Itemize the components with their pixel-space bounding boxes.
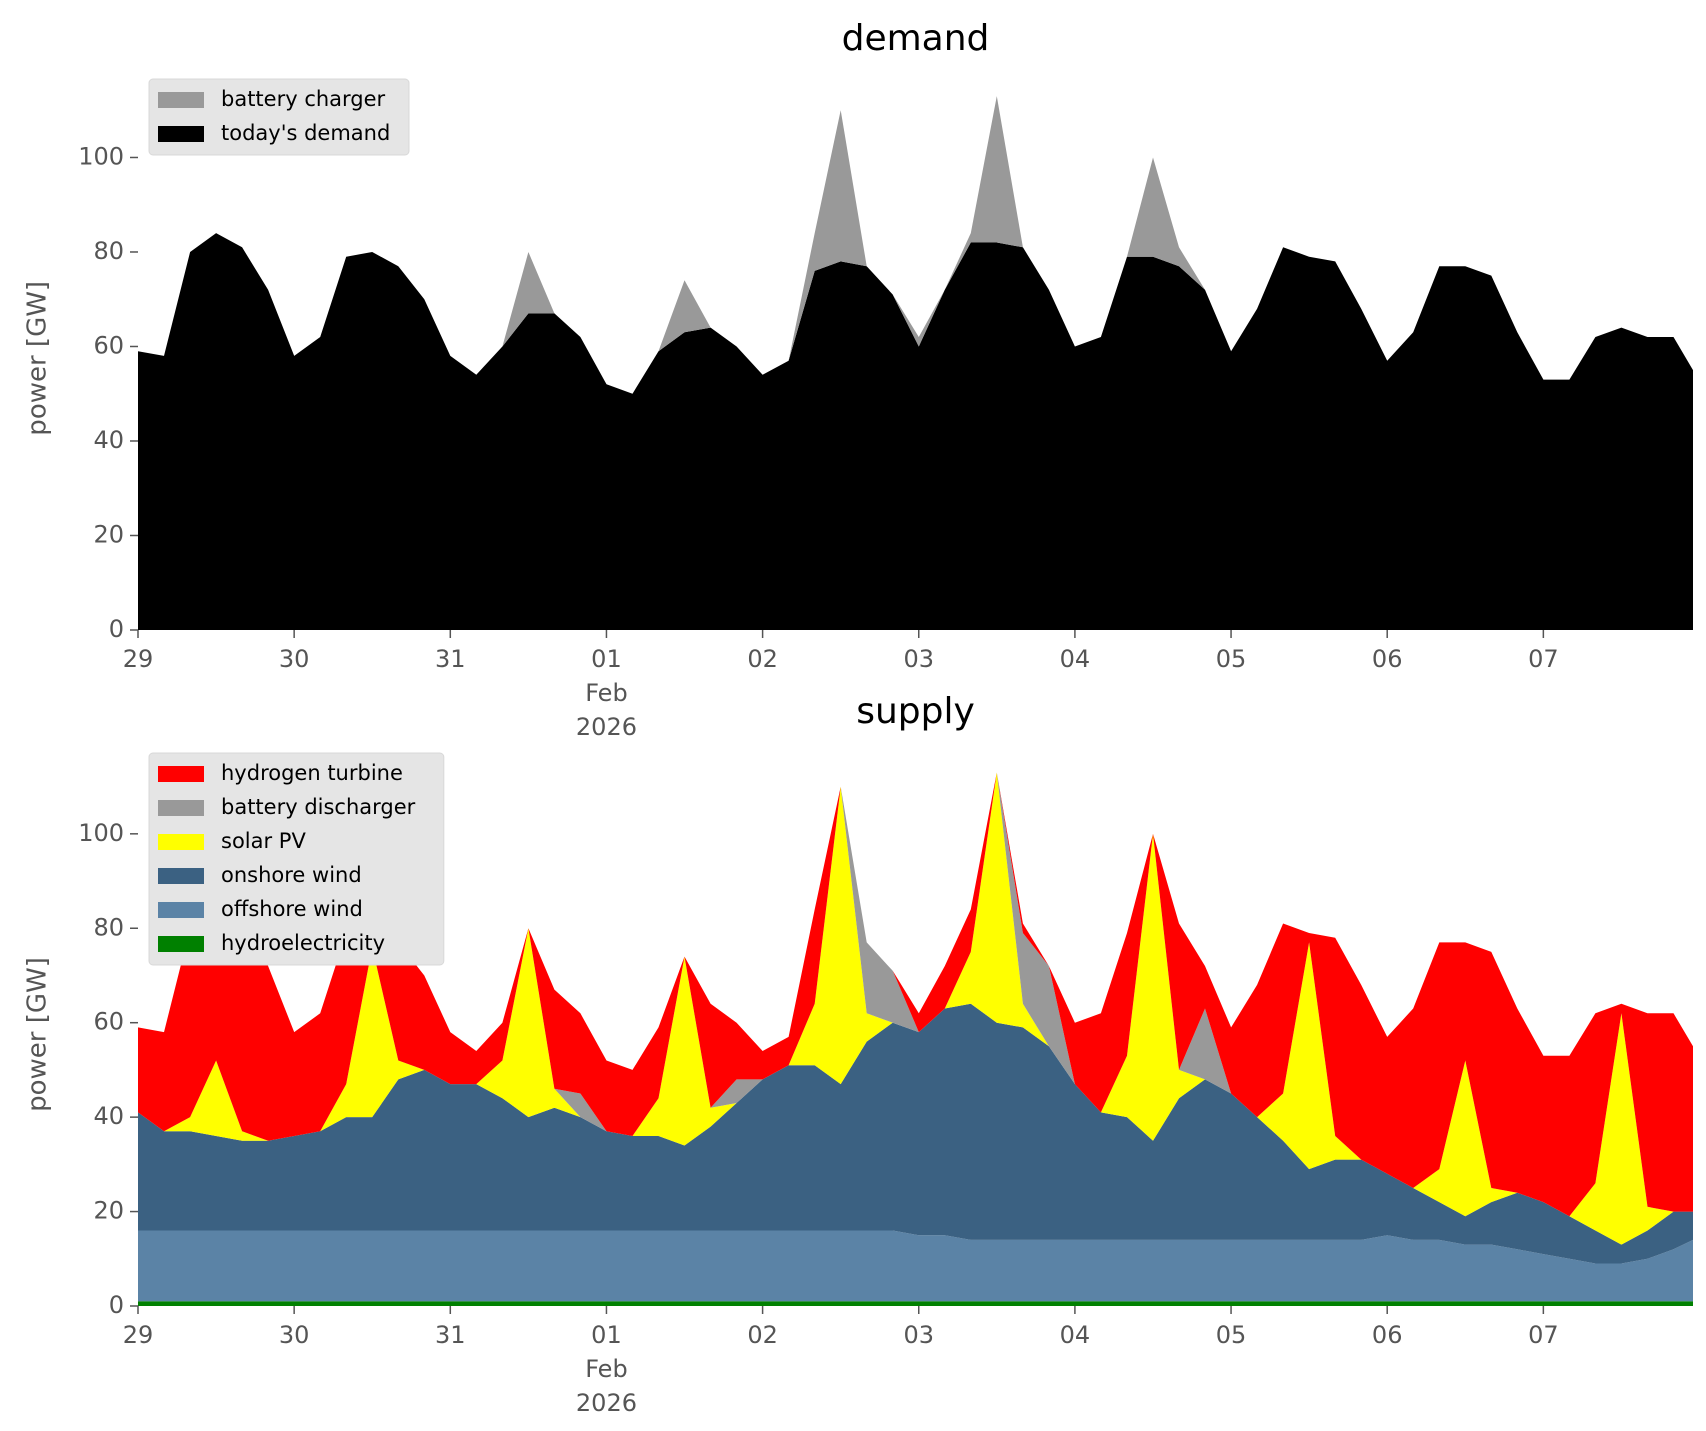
legend-swatch xyxy=(158,800,204,816)
x-tick-label: 30 xyxy=(279,1321,310,1349)
area xyxy=(138,1003,1693,1264)
y-tick-label: 0 xyxy=(109,615,124,643)
area xyxy=(138,772,1693,1245)
y-axis-label: power [GW] xyxy=(23,281,53,436)
x-tick-label: 07 xyxy=(1528,1321,1559,1349)
legend-label: offshore wind xyxy=(221,897,363,921)
legend-box xyxy=(148,752,445,966)
x-tick-label: 06 xyxy=(1372,1321,1403,1349)
x-tick-label: 03 xyxy=(903,1321,934,1349)
legend-box xyxy=(148,78,410,156)
chart-title: supply xyxy=(856,691,975,732)
legend-label: hydroelectricity xyxy=(221,931,385,955)
y-tick-label: 0 xyxy=(109,1291,124,1319)
y-tick-label: 40 xyxy=(93,1102,124,1130)
x-tick-label: 05 xyxy=(1216,1321,1247,1349)
x-tick-label: 03 xyxy=(903,645,934,673)
legend-label: battery discharger xyxy=(221,795,416,819)
area xyxy=(138,1230,1693,1302)
legend-swatch xyxy=(158,868,204,884)
y-tick-label: 20 xyxy=(93,1197,124,1225)
legend-swatch xyxy=(158,92,204,108)
y-tick-label: 100 xyxy=(78,142,124,170)
x-tick-label: 31 xyxy=(435,645,466,673)
x-tick-label: 02 xyxy=(747,1321,778,1349)
x-tick-label: 05 xyxy=(1216,645,1247,673)
x-tick-label: 01 Feb 2026 xyxy=(576,645,637,741)
y-tick-label: 100 xyxy=(78,819,124,847)
legend-swatch xyxy=(158,834,204,850)
legend: battery charger today's demand xyxy=(148,78,410,156)
y-tick-label: 20 xyxy=(93,520,124,548)
y-tick-label: 80 xyxy=(93,237,124,265)
x-tick-label: 01 Feb 2026 xyxy=(576,1321,637,1417)
chart-title: demand xyxy=(842,18,990,59)
legend-swatch xyxy=(158,126,204,142)
x-tick-label: 29 xyxy=(123,1321,154,1349)
x-tick-label: 29 xyxy=(123,645,154,673)
y-axis-label: power [GW] xyxy=(23,957,53,1112)
x-tick-label: 06 xyxy=(1372,645,1403,673)
area xyxy=(138,1301,1693,1306)
x-tick-label: 07 xyxy=(1528,645,1559,673)
legend-label: solar PV xyxy=(221,829,306,853)
legend-label: onshore wind xyxy=(221,863,362,887)
area xyxy=(138,96,1693,394)
legend-swatch xyxy=(158,766,204,782)
legend-label: hydrogen turbine xyxy=(221,761,403,785)
area xyxy=(138,772,1693,1217)
x-tick-label: 02 xyxy=(747,645,778,673)
legend-swatch xyxy=(158,936,204,952)
area xyxy=(138,233,1693,630)
legend-swatch xyxy=(158,902,204,918)
x-tick-label: 04 xyxy=(1060,1321,1091,1349)
y-tick-label: 80 xyxy=(93,913,124,941)
legend-label: battery charger xyxy=(221,87,386,111)
x-tick-label: 04 xyxy=(1060,645,1091,673)
y-tick-label: 60 xyxy=(93,331,124,359)
y-tick-label: 40 xyxy=(93,426,124,454)
x-tick-label: 31 xyxy=(435,1321,466,1349)
legend-label: today's demand xyxy=(221,121,390,145)
legend: hydrogen turbine battery discharger solar … xyxy=(148,752,445,966)
x-tick-label: 30 xyxy=(279,645,310,673)
y-tick-label: 60 xyxy=(93,1008,124,1036)
